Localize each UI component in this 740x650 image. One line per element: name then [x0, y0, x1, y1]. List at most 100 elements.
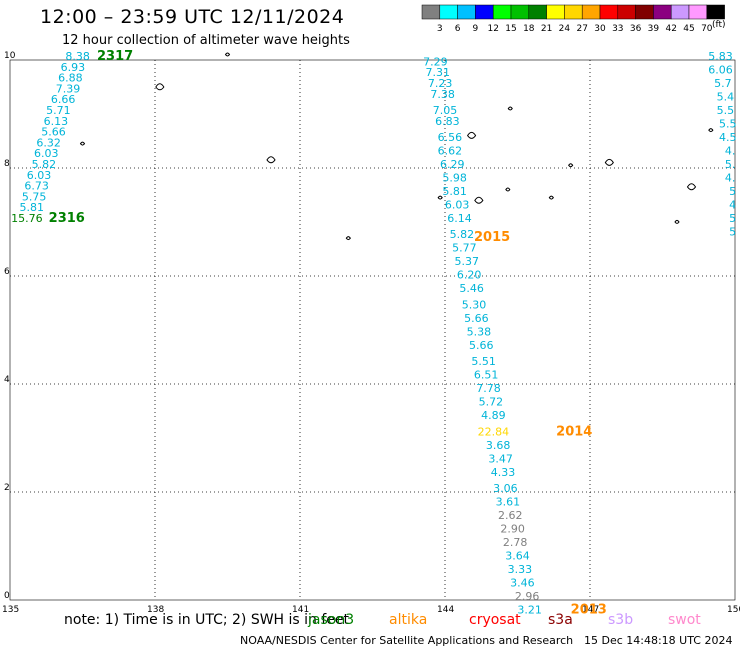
color-swatch	[599, 4, 619, 20]
x-tick-label: 144	[437, 605, 454, 615]
y-tick-label: 6	[4, 267, 10, 277]
wave-height-value: 5.51	[471, 355, 496, 368]
color-scale-label: 70	[701, 24, 713, 34]
color-swatch	[706, 4, 725, 20]
wave-height-value: 4.5	[719, 131, 737, 144]
color-scale-label: 30	[594, 24, 606, 34]
wave-height-value: 6.13	[44, 115, 69, 128]
wave-height-value: 3.21	[517, 604, 542, 617]
island-outline	[79, 141, 86, 146]
x-tick-label: 138	[147, 605, 164, 615]
wave-height-value: 2.62	[498, 509, 523, 522]
color-scale-label: 21	[541, 24, 552, 34]
map-subtitle: 12 hour collection of altimeter wave hei…	[62, 33, 350, 48]
satellite-jason3: jason3	[308, 612, 355, 628]
wave-height-value: 5.30	[462, 298, 487, 311]
wave-height-value: 6.66	[51, 93, 76, 106]
color-swatch	[635, 4, 654, 20]
wave-height-value: 2.96	[515, 590, 540, 603]
wave-height-value: 6.56	[438, 131, 463, 144]
y-tick-label: 0	[4, 591, 10, 601]
island-outline	[155, 83, 165, 91]
wave-height-value: 5.46	[459, 282, 484, 295]
wave-height-value: 22.84	[478, 425, 510, 438]
wave-height-value: 5.75	[22, 190, 47, 203]
color-swatch	[457, 4, 476, 20]
x-tick-label: 135	[2, 605, 19, 615]
color-swatch	[492, 4, 512, 20]
wave-height-value: 5.83	[708, 50, 733, 63]
color-swatch	[421, 4, 441, 20]
y-tick-label: 10	[4, 51, 16, 61]
wave-height-value: 7.39	[56, 82, 81, 95]
color-swatch	[564, 4, 583, 20]
wave-height-value: 7.78	[476, 382, 501, 395]
wave-height-value: 5	[729, 226, 736, 239]
color-scale-label: 36	[630, 24, 642, 34]
satellite-s3b: s3b	[608, 612, 634, 628]
wave-height-value: 6.62	[438, 145, 463, 158]
satellite-cryosat: cryosat	[469, 612, 521, 628]
wave-height-value: 7.31	[426, 66, 451, 79]
wave-height-value: 6.51	[474, 369, 499, 382]
color-scale-label: 15	[505, 24, 516, 34]
island-outline	[505, 187, 511, 192]
credit-timestamp: 15 Dec 14:48:18 UTC 2024	[584, 634, 733, 647]
wave-height-value: 6.06	[708, 64, 733, 77]
wave-height-value: 2.90	[500, 523, 525, 536]
islands-layer	[79, 52, 714, 241]
altimeter-tracks: 8.386.936.887.396.665.716.135.666.326.03…	[11, 49, 736, 618]
island-outline	[686, 183, 697, 191]
map-grid	[10, 60, 735, 600]
wave-height-value: 5.	[725, 158, 736, 171]
color-swatch	[510, 4, 530, 20]
island-outline	[266, 156, 276, 164]
wave-height-value: 6.20	[457, 269, 482, 282]
color-scale-label: 6	[455, 24, 461, 34]
wave-height-value: 4.89	[481, 409, 506, 422]
wave-height-value: 3.06	[493, 482, 518, 495]
color-scale-label: 45	[683, 24, 694, 34]
island-outline	[474, 196, 484, 204]
wave-height-value: 7.23	[428, 77, 453, 90]
pass-time-label: 2015	[474, 230, 510, 245]
pass-time-label: 2317	[97, 49, 133, 64]
wave-height-value: 15.76	[11, 212, 43, 225]
y-tick-label: 4	[4, 375, 10, 385]
wave-height-value: 5.5	[719, 118, 737, 131]
island-outline	[674, 219, 680, 224]
color-swatch	[653, 4, 672, 20]
color-swatch	[670, 4, 690, 20]
credit-organization: NOAA/NESDIS Center for Satellite Applica…	[240, 634, 574, 647]
color-swatch	[688, 4, 708, 20]
map-border	[9, 59, 736, 601]
wave-height-value: 7.05	[433, 104, 458, 117]
island-outline	[507, 106, 513, 111]
color-swatch	[475, 4, 494, 20]
island-outline	[548, 195, 554, 200]
wave-height-value: 5.5	[717, 104, 735, 117]
island-outline	[604, 158, 614, 166]
wave-height-value: 7.38	[430, 88, 455, 101]
color-scale-units: (ft)	[712, 20, 726, 30]
wave-height-value: 6.03	[34, 147, 59, 160]
wave-height-value: 4	[729, 199, 736, 212]
color-scale-label: 39	[648, 24, 660, 34]
wave-height-value: 6.83	[435, 115, 460, 128]
color-swatch	[439, 4, 458, 20]
wave-height-value: 5.98	[442, 172, 467, 185]
wave-height-value: 5.7	[714, 77, 732, 90]
wave-height-value: 2.78	[503, 536, 528, 549]
wave-height-value: 7.29	[423, 55, 448, 68]
wave-height-value: 5.71	[46, 104, 71, 117]
color-scale-label: 27	[576, 24, 587, 34]
island-outline	[568, 163, 574, 168]
wave-height-value: 6.88	[58, 72, 83, 85]
color-scale-label: 3	[437, 24, 443, 34]
wave-height-value: 3.46	[510, 577, 535, 590]
map-frame	[9, 59, 736, 601]
wave-height-value: 6.32	[36, 136, 61, 149]
satellite-altika: altika	[389, 612, 428, 628]
wave-height-value: 5.66	[469, 339, 494, 352]
wave-height-value: 5.82	[32, 158, 57, 171]
